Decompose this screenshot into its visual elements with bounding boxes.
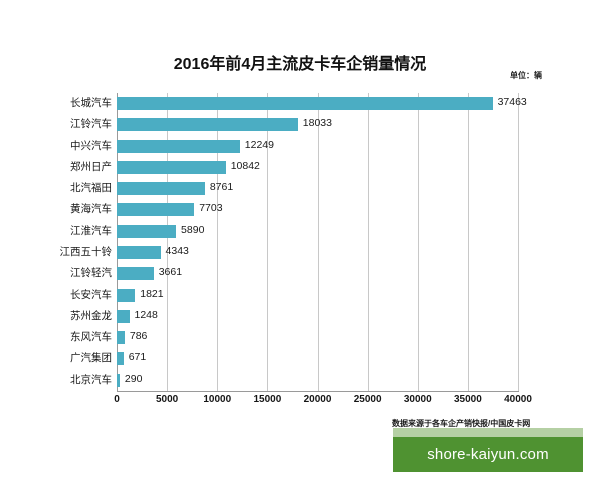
x-tick-label: 10000: [203, 394, 232, 405]
bar-value-label: 12249: [244, 138, 274, 151]
y-axis-category-labels: 长城汽车江铃汽车中兴汽车郑州日产北汽福田黄海汽车江淮汽车江西五十铃江铃轻汽长安汽…: [0, 93, 113, 391]
watermark-band: shore-kaiyun.com: [393, 437, 583, 472]
category-label: 江西五十铃: [59, 246, 113, 258]
watermark-text: shore-kaiyun.com: [427, 446, 549, 463]
watermark-tint: [393, 428, 583, 437]
category-label: 广汽集团: [70, 352, 112, 365]
bar[interactable]: [117, 139, 240, 153]
bar[interactable]: [117, 373, 120, 387]
category-label: 江铃轻汽: [70, 267, 112, 280]
x-tick-label: 0: [114, 394, 120, 405]
x-axis-line: [117, 391, 519, 392]
bar-row[interactable]: 37463: [117, 93, 527, 114]
category-label: 郑州日产: [70, 160, 112, 173]
bar-value-label: 5890: [181, 223, 205, 236]
bar-row[interactable]: 1248: [117, 306, 518, 327]
x-tick-label: 15000: [253, 394, 282, 405]
bar-row[interactable]: 786: [117, 327, 518, 348]
bar-value-label: 7703: [199, 202, 223, 215]
gridline-20000: [317, 93, 319, 391]
bar-value-label: 8761: [209, 181, 234, 194]
x-axis-tick-labels: 0 5000 10000 15000 20000 25000 30000 35000 40000: [0, 394, 600, 410]
category-label: 苏州金龙: [70, 309, 112, 322]
bar-row[interactable]: 8761: [117, 178, 518, 199]
gridline-25000: [367, 93, 369, 391]
bar-value-label: 4343: [165, 245, 189, 257]
bar-value-label: 3661: [158, 266, 183, 279]
bar-row[interactable]: 5890: [117, 221, 518, 242]
bar-value-label: 37463: [497, 96, 527, 108]
category-label: 黄海汽车: [70, 203, 112, 216]
bar-row[interactable]: 290: [117, 370, 518, 391]
source-note: 数据来源于各车企产销快报/中国皮卡网: [392, 419, 531, 428]
gridline-5000: [167, 93, 169, 391]
bar-value-label: 10842: [230, 159, 260, 172]
category-label: 北京汽车: [70, 373, 112, 386]
x-tick-label: 35000: [453, 394, 482, 405]
bar-row[interactable]: 3661: [117, 263, 518, 284]
bar[interactable]: [117, 118, 298, 132]
category-label: 长安汽车: [70, 288, 112, 301]
category-label: 中兴汽车: [70, 139, 112, 152]
bar-value-label: 18033: [302, 117, 332, 130]
bar-row[interactable]: 1821: [117, 285, 518, 306]
x-tick-label: 40000: [504, 394, 532, 405]
bar[interactable]: [117, 97, 493, 110]
gridline-10000: [217, 93, 219, 391]
bar-value-label: 671: [128, 351, 147, 364]
chart-title: 2016年前4月主流皮卡车企销量情况: [173, 56, 427, 73]
category-label: 北汽福田: [70, 182, 112, 195]
bar-row[interactable]: 10842: [117, 157, 518, 178]
bar-value-label: 786: [129, 330, 148, 343]
bar[interactable]: [117, 160, 226, 174]
bar[interactable]: [117, 309, 130, 323]
bar-series: 37463 18033 12249 10842 8761 7703 5890 4343 3661…: [117, 93, 527, 391]
gridline-0: [117, 93, 118, 391]
bar-row[interactable]: 18033: [117, 114, 518, 135]
category-label: 江铃汽车: [70, 118, 112, 131]
plot-area: 37463 18033 12249 10842 8761 7703 5890 4343 3661…: [117, 93, 527, 391]
bar-value-label: 1248: [134, 308, 158, 321]
gridline-40000: [518, 93, 519, 391]
gridline-15000: [267, 93, 269, 391]
bar[interactable]: [117, 331, 125, 345]
x-tick-label: 5000: [156, 394, 179, 405]
category-label: 东风汽车: [70, 331, 112, 344]
category-label: 长城汽车: [70, 97, 112, 109]
bar-value-label: 290: [124, 372, 143, 385]
x-tick-label: 25000: [353, 394, 382, 405]
bar[interactable]: [117, 203, 195, 217]
x-tick-label: 30000: [403, 394, 432, 405]
bar[interactable]: [117, 352, 124, 366]
category-label: 江淮汽车: [70, 224, 112, 237]
bar[interactable]: [117, 288, 136, 302]
gridline-35000: [467, 93, 469, 391]
x-tick-label: 20000: [303, 394, 332, 405]
bar-row[interactable]: 7703: [117, 199, 518, 220]
bar-row[interactable]: 671: [117, 348, 518, 369]
bar[interactable]: [117, 224, 177, 238]
bar[interactable]: [117, 267, 154, 281]
bar-value-label: 1821: [140, 287, 164, 300]
unit-label: 单位：辆: [510, 71, 542, 80]
bar[interactable]: [117, 246, 161, 259]
bar-row[interactable]: 4343: [117, 242, 518, 263]
bar-row[interactable]: 12249: [117, 136, 518, 157]
bar[interactable]: [117, 182, 205, 196]
gridline-30000: [417, 93, 419, 391]
